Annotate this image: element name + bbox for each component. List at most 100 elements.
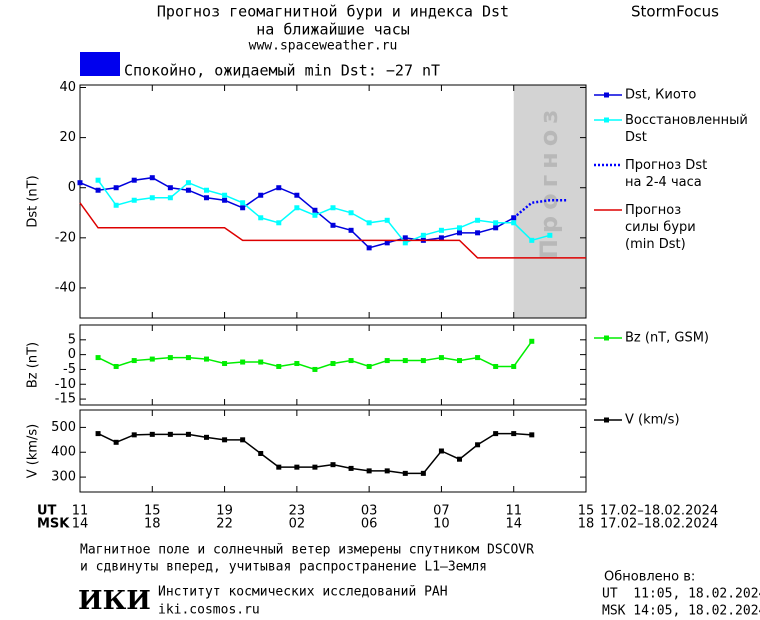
site: iki.cosmos.ru <box>158 603 260 618</box>
data-point <box>366 245 372 251</box>
title: на ближайшие часы <box>256 21 410 39</box>
data-point <box>348 465 354 471</box>
x-tick-label: 11 <box>505 504 522 519</box>
data-point <box>330 205 336 211</box>
data-point <box>240 437 246 443</box>
x-tick-label: 02 <box>289 517 306 532</box>
data-point <box>493 431 499 437</box>
y-tick-label: 0 <box>68 347 76 362</box>
data-point <box>131 432 137 438</box>
data-point <box>457 225 462 231</box>
data-point <box>348 227 354 233</box>
data-point <box>402 235 408 241</box>
y-tick-label: 400 <box>51 445 76 460</box>
x-tick-label: 07 <box>433 504 450 519</box>
x-tick-label: 14 <box>505 517 522 532</box>
data-point <box>240 359 246 365</box>
legend-marker <box>604 92 609 98</box>
x-tick-label: 23 <box>289 504 306 519</box>
x-tick-label: 15 <box>144 504 161 519</box>
updated-ut: UT 11:05, 18.02.2024 <box>602 587 760 602</box>
data-point <box>330 361 336 367</box>
y-tick-label: -5 <box>63 362 76 377</box>
data-point <box>384 240 390 246</box>
data-point <box>475 230 481 236</box>
legend-marker <box>604 417 609 423</box>
status-text: Спокойно, ожидаемый min Dst: −27 nT <box>124 62 440 80</box>
legend-marker <box>604 117 609 123</box>
data-point <box>95 177 101 183</box>
data-point <box>167 185 173 191</box>
data-point <box>366 363 372 369</box>
y-tick-label: -40 <box>55 280 76 295</box>
data-point <box>258 450 264 456</box>
data-point <box>113 363 119 369</box>
data-point <box>438 448 444 454</box>
data-point <box>204 434 209 440</box>
series-line <box>97 340 533 371</box>
data-point <box>204 356 209 362</box>
data-point <box>167 431 173 437</box>
data-point <box>493 225 499 231</box>
x-axis-title: UT <box>37 504 57 519</box>
data-point <box>438 227 444 233</box>
data-point <box>511 431 517 437</box>
data-point <box>330 462 336 468</box>
legend-marker <box>604 335 609 341</box>
legend-label: Прогноз силы бури (min Dst) <box>625 203 696 252</box>
data-point <box>185 431 191 437</box>
y-tick-label: -15 <box>55 392 76 407</box>
data-point <box>420 232 426 238</box>
data-point <box>457 456 462 462</box>
data-point <box>113 202 119 208</box>
status-indicator <box>80 52 120 76</box>
logo: ИКИ <box>78 586 151 616</box>
x-tick-label: 06 <box>361 517 378 532</box>
y-axis-title: Bz (nT) <box>26 342 41 388</box>
data-point <box>475 355 481 361</box>
y-tick-label: 300 <box>51 470 76 485</box>
legend-label: Восстановленный Dst <box>625 113 748 145</box>
data-point <box>529 338 535 344</box>
y-tick-label: 5 <box>68 332 76 347</box>
updated-label: Обновлено в: <box>604 570 695 585</box>
data-point <box>493 363 499 369</box>
data-point <box>475 217 481 223</box>
data-point <box>529 432 535 438</box>
series-line <box>97 179 551 244</box>
data-point <box>294 361 300 367</box>
y-axis-title: V (km/s) <box>26 424 41 479</box>
data-point <box>222 437 228 443</box>
data-point <box>384 468 390 474</box>
date-range: 17.02–18.02.2024 <box>600 504 718 519</box>
institute: Институт космических исследований РАН <box>158 585 448 600</box>
data-point <box>258 215 264 221</box>
data-point <box>77 180 83 186</box>
data-point <box>330 222 336 228</box>
data-point <box>348 358 354 364</box>
legend-label: Bz (nT, GSM) <box>625 331 709 346</box>
data-point <box>402 470 408 476</box>
data-point <box>167 355 173 361</box>
data-point <box>511 220 517 226</box>
y-tick-label: 0 <box>68 180 76 195</box>
x-tick-label: 18 <box>578 517 595 532</box>
data-point <box>312 207 318 213</box>
data-point <box>420 358 426 364</box>
data-point <box>493 220 499 226</box>
updated-msk: MSK 14:05, 18.02.2024 <box>602 604 760 619</box>
data-point <box>547 232 553 238</box>
data-point <box>167 195 173 201</box>
y-tick-label: -20 <box>55 230 76 245</box>
data-point <box>294 205 300 211</box>
data-point <box>402 240 408 246</box>
data-point <box>149 195 155 201</box>
legend-label: Прогноз Dst на 2-4 часа <box>625 158 707 190</box>
data-point <box>185 187 191 193</box>
series-line <box>512 198 568 219</box>
data-point <box>95 431 101 437</box>
legend-label: V (km/s) <box>625 413 680 428</box>
data-point <box>95 355 101 361</box>
data-point <box>258 192 264 198</box>
